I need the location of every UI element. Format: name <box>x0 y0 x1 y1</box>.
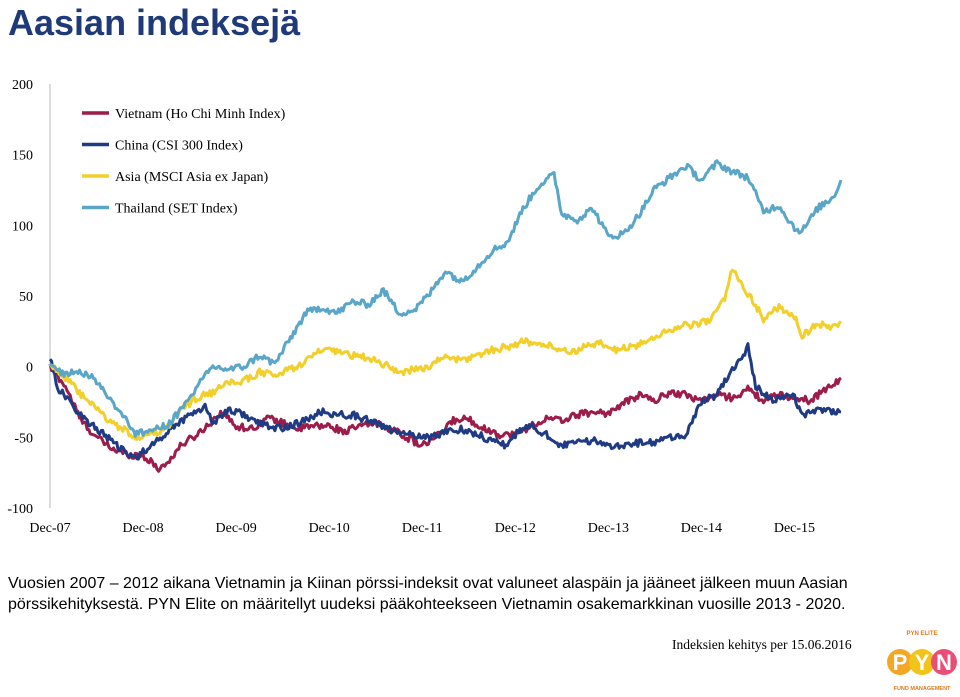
y-tick-label: 100 <box>12 219 33 234</box>
y-tick-label: -50 <box>14 431 33 446</box>
y-tick-label: 200 <box>12 78 33 93</box>
y-tick-label: 0 <box>26 361 33 376</box>
x-tick-label: Dec-07 <box>29 521 70 536</box>
x-tick-label: Dec-15 <box>774 521 815 536</box>
x-tick-label: Dec-09 <box>216 521 257 536</box>
y-tick-label: 150 <box>12 149 33 164</box>
logo-top-text: PYN ELITE <box>906 631 937 637</box>
y-tick-label: -100 <box>7 502 33 517</box>
logo-circle-n <box>931 649 957 675</box>
series-line-3 <box>50 159 843 438</box>
logo-bottom-text: FUND MANAGEMENT <box>894 686 951 692</box>
legend-label: Thailand (SET Index) <box>115 202 238 217</box>
series-line-0 <box>48 363 842 473</box>
logo-letter-y: Y <box>915 650 930 675</box>
x-tick-label: Dec-13 <box>588 521 629 536</box>
logo-letter-n: N <box>936 650 952 675</box>
page-title: Aasian indeksejä <box>8 2 301 43</box>
y-axis-labels: 200 150 100 50 0 -50 -100 <box>7 78 33 517</box>
x-tick-label: Dec-14 <box>681 521 722 536</box>
logo-circle-p <box>887 649 913 675</box>
x-tick-label: Dec-08 <box>122 521 163 536</box>
x-tick-label: Dec-12 <box>495 521 536 536</box>
pyn-elite-logo: PYN ELITE P Y N FUND MANAGEMENT <box>887 631 957 692</box>
series-line-1 <box>48 342 842 461</box>
series-line-2 <box>48 268 843 441</box>
legend-label: China (CSI 300 Index) <box>115 139 243 154</box>
logo-circle-y <box>909 649 935 675</box>
legend-label: Asia (MSCI Asia ex Japan) <box>115 170 269 185</box>
legend-label: Vietnam (Ho Chi Minh Index) <box>115 107 286 122</box>
series-lines <box>48 159 843 473</box>
legend: Vietnam (Ho Chi Minh Index) China (CSI 30… <box>82 107 286 217</box>
logo-letter-p: P <box>893 650 908 675</box>
source-note: Indeksien kehitys per 15.06.2016 <box>672 637 852 652</box>
y-tick-label: 50 <box>19 290 33 305</box>
x-tick-label: Dec-11 <box>402 521 443 536</box>
x-tick-label: Dec-10 <box>309 521 350 536</box>
x-axis-labels: Dec-07 Dec-08 Dec-09 Dec-10 Dec-11 Dec-12 Dec-… <box>29 521 815 536</box>
chart-caption: Vuosien 2007 – 2012 aikana Vietnamin ja … <box>8 575 848 613</box>
